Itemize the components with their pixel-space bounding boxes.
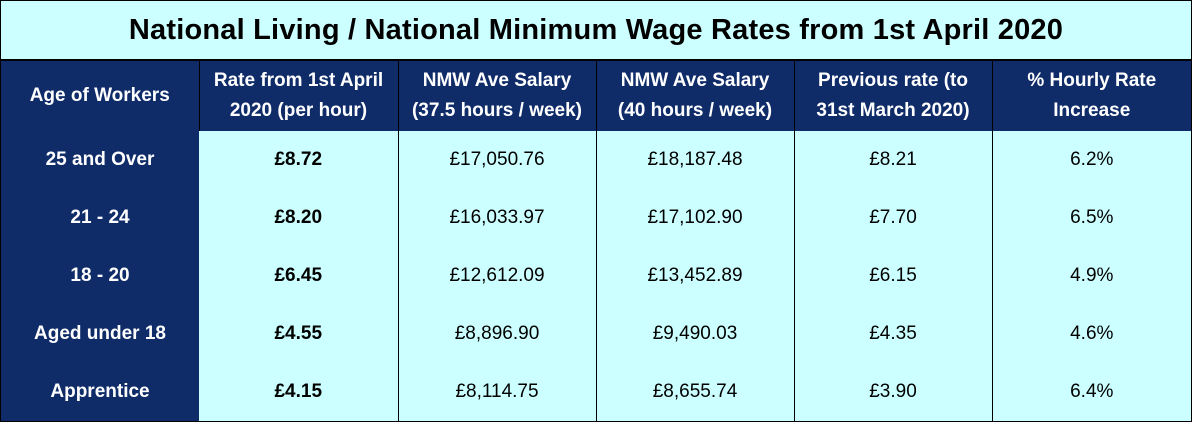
rate-cell: £4.55 (199, 305, 399, 363)
increase-cell: 4.6% (992, 305, 1191, 363)
table-row: Aged under 18 £4.55 £8,896.90 £9,490.03 … (1, 305, 1191, 363)
previous-rate-cell: £6.15 (794, 247, 993, 305)
header-line: NMW Ave Salary (422, 70, 572, 91)
increase-cell: 6.4% (992, 363, 1191, 421)
header-salary-40: NMW Ave Salary (40 hours / week) (596, 61, 795, 131)
page-title: National Living / National Minimum Wage … (1, 1, 1191, 61)
rate-cell: £4.15 (199, 363, 399, 421)
increase-cell: 6.5% (992, 189, 1191, 247)
wage-rates-table: Age of Workers Rate from 1st April 2020 … (1, 61, 1191, 421)
header-line: NMW Ave Salary (620, 70, 770, 91)
header-line: Increase (1053, 100, 1131, 121)
row-age-label: 21 - 24 (1, 189, 199, 247)
header-line: Age of Workers (29, 85, 170, 106)
header-hourly-increase: % Hourly Rate Increase (992, 61, 1191, 131)
row-age-label: 18 - 20 (1, 247, 199, 305)
salary-37-5-cell: £17,050.76 (398, 131, 597, 189)
rate-cell: £8.72 (199, 131, 399, 189)
header-line: (40 hours / week) (617, 100, 773, 121)
header-line: % Hourly Rate (1027, 70, 1157, 91)
salary-37-5-cell: £8,896.90 (398, 305, 597, 363)
row-age-label: Aged under 18 (1, 305, 199, 363)
salary-37-5-cell: £12,612.09 (398, 247, 597, 305)
header-line: (37.5 hours / week) (411, 100, 582, 121)
header-row: Age of Workers Rate from 1st April 2020 … (1, 61, 1191, 131)
table-row: 25 and Over £8.72 £17,050.76 £18,187.48 … (1, 131, 1191, 189)
salary-40-cell: £9,490.03 (596, 305, 795, 363)
table-row: Apprentice £4.15 £8,114.75 £8,655.74 £3.… (1, 363, 1191, 421)
header-salary-37-5: NMW Ave Salary (37.5 hours / week) (398, 61, 597, 131)
previous-rate-cell: £3.90 (794, 363, 993, 421)
increase-cell: 6.2% (992, 131, 1191, 189)
header-line: 31st March 2020) (816, 100, 970, 121)
header-line: 2020 (per hour) (229, 100, 368, 121)
header-line: Previous rate (to (818, 70, 968, 91)
header-age-of-workers: Age of Workers (1, 61, 200, 131)
previous-rate-cell: £7.70 (794, 189, 993, 247)
increase-cell: 4.9% (992, 247, 1191, 305)
header-previous-rate: Previous rate (to 31st March 2020) (794, 61, 993, 131)
salary-40-cell: £8,655.74 (596, 363, 795, 421)
salary-40-cell: £17,102.90 (596, 189, 795, 247)
previous-rate-cell: £4.35 (794, 305, 993, 363)
previous-rate-cell: £8.21 (794, 131, 993, 189)
header-line: Rate from 1st April (213, 70, 384, 91)
header-current-rate: Rate from 1st April 2020 (per hour) (199, 61, 399, 131)
salary-37-5-cell: £8,114.75 (398, 363, 597, 421)
salary-37-5-cell: £16,033.97 (398, 189, 597, 247)
rate-cell: £8.20 (199, 189, 399, 247)
row-age-label: Apprentice (1, 363, 199, 421)
row-age-label: 25 and Over (1, 131, 199, 189)
table-row: 18 - 20 £6.45 £12,612.09 £13,452.89 £6.1… (1, 247, 1191, 305)
table-row: 21 - 24 £8.20 £16,033.97 £17,102.90 £7.7… (1, 189, 1191, 247)
salary-40-cell: £18,187.48 (596, 131, 795, 189)
rate-cell: £6.45 (199, 247, 399, 305)
salary-40-cell: £13,452.89 (596, 247, 795, 305)
